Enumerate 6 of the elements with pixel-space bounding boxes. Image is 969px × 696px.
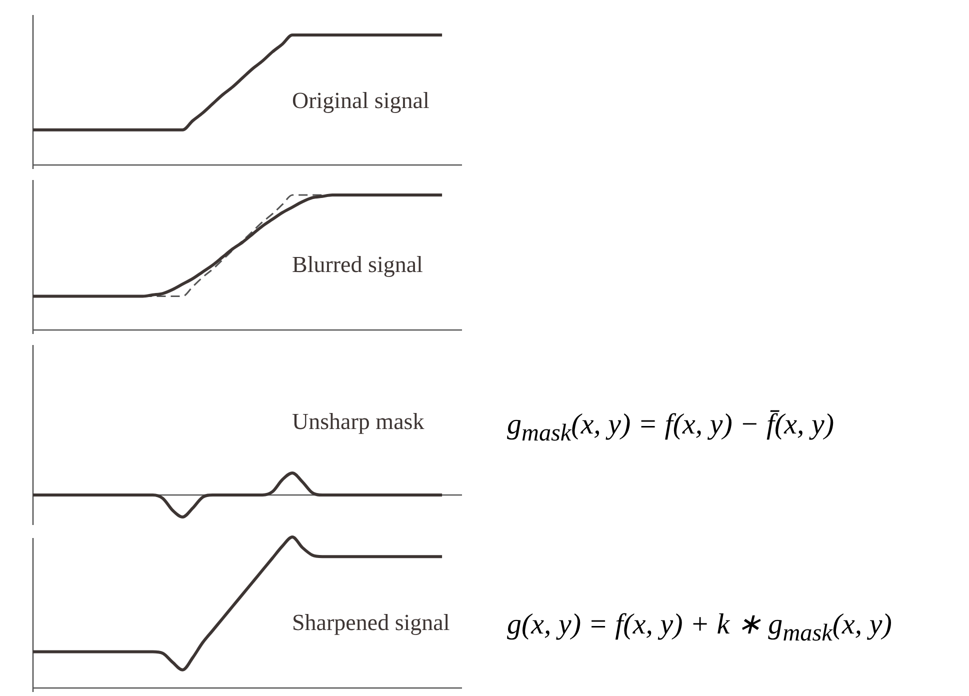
text: Unsharp mask bbox=[292, 409, 424, 435]
annotation: Blurred signal bbox=[292, 252, 423, 278]
annotation: Sharpened signal bbox=[292, 610, 450, 636]
annotation: Original signal bbox=[292, 88, 430, 114]
text: g$_{mask}$(x, y) = f(x, y) − f̄(x, y) bbox=[507, 408, 834, 448]
text: g(x, y) = f(x, y) + k ∗ g$_{mask}$(x, y) bbox=[507, 608, 892, 648]
